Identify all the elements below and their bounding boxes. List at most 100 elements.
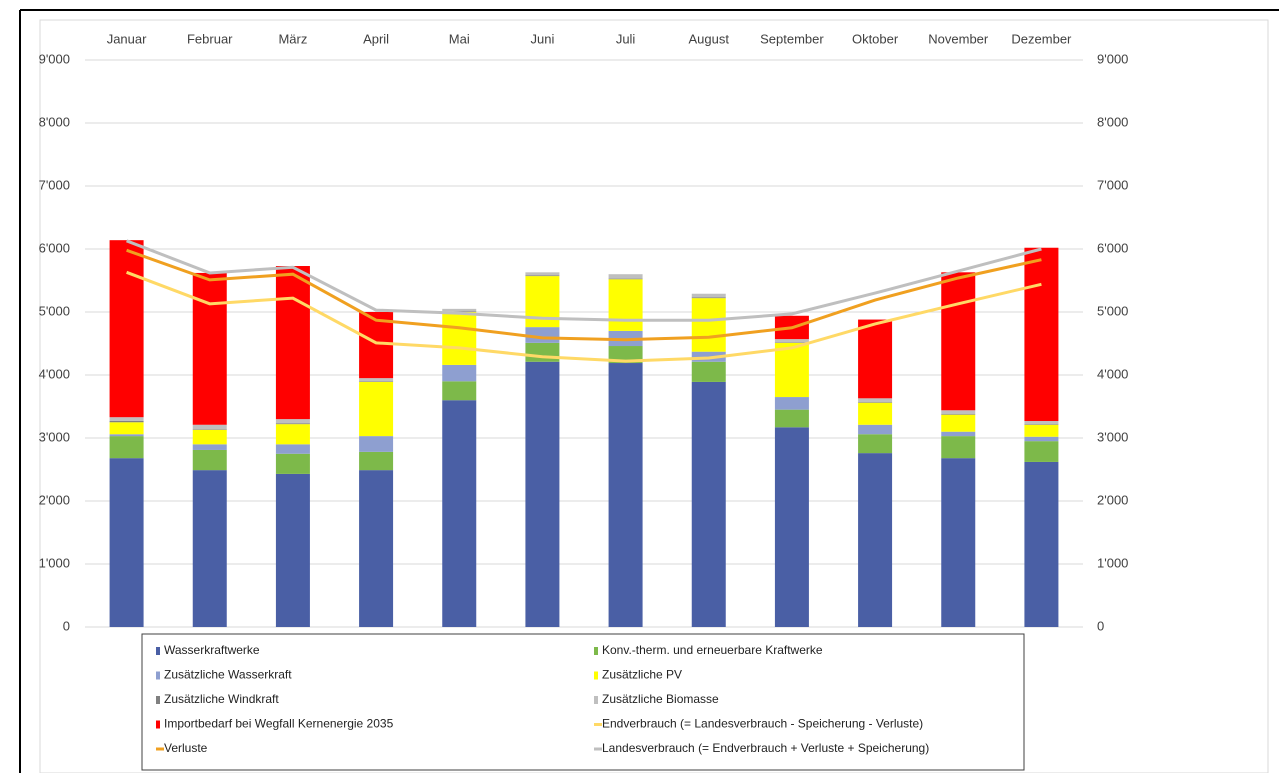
bar-segment <box>109 436 144 459</box>
legend-swatch <box>594 671 598 680</box>
bar-segment <box>525 272 560 276</box>
bar-segment <box>941 414 976 432</box>
bar-segment <box>1024 436 1059 442</box>
legend-label: Zusätzliche Windkraft <box>164 692 279 706</box>
line <box>126 248 1042 342</box>
bar-segment <box>359 312 394 379</box>
bar-segment <box>691 298 726 352</box>
x-tick-label: Oktober <box>852 31 899 46</box>
bar-segment <box>858 434 893 454</box>
y2-tick-label: 9'000 <box>1097 51 1128 66</box>
bar-segment <box>691 361 726 382</box>
line <box>126 239 1042 322</box>
bar-segment <box>275 444 310 454</box>
y2-tick-label: 1'000 <box>1097 555 1128 570</box>
bar-segment <box>941 410 976 415</box>
y2-tick-label: 0 <box>1097 618 1104 633</box>
y-tick-label: 0 <box>63 618 70 633</box>
bar-segment <box>941 458 976 627</box>
bar-segment <box>1024 441 1059 462</box>
legend-label: Importbedarf bei Wegfall Kernenergie 203… <box>164 717 394 731</box>
legend-label: Zusätzliche Wasserkraft <box>164 668 292 682</box>
legend-swatch <box>156 720 160 729</box>
bar-segment <box>359 451 394 471</box>
bar-segment <box>442 312 477 365</box>
bar-segment <box>192 429 227 445</box>
legend-swatch <box>594 696 598 704</box>
bar-segment <box>1024 424 1059 425</box>
x-tick-label: November <box>928 31 989 46</box>
bar-segment <box>941 414 976 415</box>
legend-swatch <box>156 671 160 680</box>
bar-segment <box>359 378 394 382</box>
x-tick-label: Mai <box>449 31 470 46</box>
bar-segment <box>359 381 394 437</box>
bar-segment <box>442 364 477 382</box>
bar-segment <box>774 409 809 428</box>
line <box>126 270 1042 363</box>
bar-segment <box>192 429 227 430</box>
bar-segment <box>608 363 643 627</box>
y-tick-label: 5'000 <box>39 303 70 318</box>
bar-segment <box>1024 420 1059 425</box>
legend-swatch <box>156 696 160 704</box>
bar-segment <box>774 397 809 410</box>
bar-segment <box>608 346 643 364</box>
y-tick-label: 1'000 <box>39 555 70 570</box>
bar-segment <box>1024 424 1059 437</box>
x-tick-label: Dezember <box>1011 31 1072 46</box>
bar-segment <box>691 297 726 299</box>
bar-segment <box>608 274 643 279</box>
legend-label: Konv.-therm. und erneuerbare Kraftwerke <box>602 643 823 657</box>
legend-box <box>141 633 1025 771</box>
x-tick-label: Januar <box>107 31 147 46</box>
y2-tick-label: 6'000 <box>1097 240 1128 255</box>
x-tick-label: Februar <box>187 31 233 46</box>
y-tick-label: 2'000 <box>39 492 70 507</box>
bar-segment <box>275 419 310 424</box>
legend-swatch <box>594 647 598 655</box>
bar-segment <box>774 342 809 398</box>
y-tick-label: 3'000 <box>39 429 70 444</box>
bar-segment <box>774 342 809 343</box>
bar-segment <box>774 339 809 343</box>
bar-segment <box>858 402 893 425</box>
legend-label: Wasserkraftwerke <box>164 643 260 657</box>
bar-segment <box>192 272 227 425</box>
bar-segment <box>275 473 310 627</box>
bar-segment <box>608 278 643 280</box>
y-tick-label: 8'000 <box>39 114 70 129</box>
y2-tick-label: 8'000 <box>1097 114 1128 129</box>
y-tick-label: 6'000 <box>39 240 70 255</box>
bar-segment <box>442 308 477 312</box>
y2-tick-label: 5'000 <box>1097 303 1128 318</box>
bar-segment <box>109 420 144 423</box>
bar-segment <box>608 279 643 331</box>
legend-swatch <box>156 647 160 655</box>
bar-segment <box>1024 461 1059 627</box>
x-tick-label: April <box>363 31 389 46</box>
y2-tick-label: 7'000 <box>1097 177 1128 192</box>
chart-border <box>39 19 1269 773</box>
bar-segment <box>941 272 976 411</box>
bar-segment <box>941 431 976 437</box>
y2-tick-label: 2'000 <box>1097 492 1128 507</box>
legend-label: Zusätzliche PV <box>602 668 682 682</box>
bar-segment <box>275 423 310 425</box>
bar-segment <box>858 453 893 627</box>
bar-segment <box>858 402 893 403</box>
bar-segment <box>109 417 144 421</box>
bar-segment <box>192 424 227 430</box>
y-tick-label: 7'000 <box>39 177 70 192</box>
bar-segment <box>525 361 560 627</box>
y2-tick-label: 3'000 <box>1097 429 1128 444</box>
bar-segment <box>192 444 227 450</box>
x-tick-label: März <box>278 31 307 46</box>
bar-segment <box>109 240 144 418</box>
x-tick-label: August <box>689 31 730 46</box>
bar-segment <box>858 424 893 435</box>
y2-tick-label: 4'000 <box>1097 366 1128 381</box>
x-tick-label: Juli <box>616 31 636 46</box>
bar-segment <box>442 381 477 401</box>
